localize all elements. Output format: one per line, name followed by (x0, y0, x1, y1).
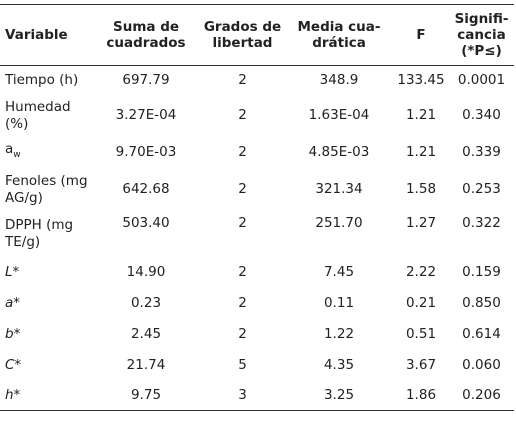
cell-variable: DPPH (mg TE/g) (5, 216, 74, 250)
cell-f: 1.58 (405, 181, 437, 197)
cell-mean: 1.63E-04 (308, 107, 370, 123)
table-row: Fenoles (mg AG/g) 642.68 2 321.34 1.58 0… (0, 169, 514, 211)
cell-mean: 0.11 (323, 294, 355, 311)
cell-sum: 503.40 (122, 214, 170, 231)
cell-sig: 0.253 (462, 181, 501, 197)
cell-sum: 9.75 (92, 380, 200, 411)
table-row: C* 21.74 5 4.35 3.67 0.060 (0, 350, 514, 381)
cell-sig: 0.0001 (457, 71, 506, 88)
cell-mean: 321.34 (315, 181, 363, 197)
cell-f: 3.67 (405, 356, 437, 373)
cell-df: 2 (238, 181, 247, 197)
header-mean-square: Media cua-drática (285, 4, 393, 66)
cell-f: 0.21 (405, 294, 437, 311)
cell-sum: 21.74 (126, 356, 166, 373)
cell-sig: 0.850 (462, 294, 501, 311)
cell-variable: b* (5, 325, 21, 342)
header-variable: Variable (0, 4, 92, 66)
cell-f: 133.45 (397, 71, 445, 88)
cell-variable: aw (0, 137, 92, 169)
cell-df: 2 (238, 71, 247, 88)
cell-df: 2 (238, 144, 247, 160)
cell-variable: h* (0, 380, 92, 411)
cell-f: 1.21 (405, 144, 437, 160)
cell-df: 2 (238, 294, 247, 311)
table-header: Variable Suma de cuadrados Grados de lib… (0, 4, 514, 66)
cell-mean: 4.85E-03 (308, 144, 370, 160)
table-row: Tiempo (h) 697.79 2 348.9 133.45 0.0001 (0, 66, 514, 95)
cell-variable: C* (5, 356, 22, 373)
cell-sum: 0.23 (130, 294, 162, 311)
cell-sig: 0.159 (462, 263, 501, 280)
cell-sig: 0.060 (462, 356, 501, 373)
cell-f: 1.27 (405, 214, 437, 231)
cell-sig: 0.614 (462, 325, 501, 342)
cell-df: 2 (238, 107, 247, 123)
table-row: aw 9.70E-03 2 4.85E-03 1.21 0.339 (0, 137, 514, 169)
cell-df: 5 (238, 356, 247, 373)
table-body: Tiempo (h) 697.79 2 348.9 133.45 0.0001 … (0, 66, 514, 411)
header-row: Variable Suma de cuadrados Grados de lib… (0, 4, 514, 66)
cell-sum: 9.70E-03 (115, 144, 177, 160)
cell-variable: Tiempo (h) (5, 71, 79, 88)
cell-variable: Humedad (%) (5, 98, 71, 132)
cell-mean: 251.70 (315, 214, 363, 231)
cell-mean: 3.25 (285, 380, 393, 411)
table-row: DPPH (mg TE/g) 503.40 2 251.70 1.27 0.32… (0, 211, 514, 257)
variable-main: a (5, 141, 14, 157)
table-row: h* 9.75 3 3.25 1.86 0.206 (0, 380, 514, 411)
cell-mean: 348.9 (319, 71, 359, 88)
cell-df: 2 (238, 325, 247, 342)
cell-f: 0.51 (405, 325, 437, 342)
cell-variable: L* (5, 263, 20, 280)
header-f: F (393, 4, 449, 66)
cell-mean: 7.45 (323, 263, 355, 280)
table-row: a* 0.23 2 0.11 0.21 0.850 (0, 288, 514, 319)
cell-sum: 2.45 (130, 325, 162, 342)
cell-sum: 14.90 (126, 263, 166, 280)
cell-mean: 1.22 (323, 325, 355, 342)
table-row: b* 2.45 2 1.22 0.51 0.614 (0, 319, 514, 350)
cell-df: 3 (200, 380, 285, 411)
header-degrees-of-freedom: Grados de libertad (200, 4, 285, 66)
cell-sig: 0.206 (449, 380, 514, 411)
cell-sig: 0.322 (462, 214, 501, 231)
cell-variable: Fenoles (mg AG/g) (5, 172, 88, 206)
header-sum-of-squares: Suma de cuadrados (92, 4, 200, 66)
cell-df: 2 (238, 214, 247, 231)
cell-df: 2 (238, 263, 247, 280)
cell-f: 1.86 (393, 380, 449, 411)
table-row: L* 14.90 2 7.45 2.22 0.159 (0, 257, 514, 288)
cell-sum: 642.68 (122, 181, 170, 197)
cell-variable: a* (5, 294, 21, 311)
variable-subscript: w (13, 150, 21, 160)
cell-f: 2.22 (405, 263, 437, 280)
cell-sum: 697.79 (122, 71, 170, 88)
cell-sig: 0.340 (462, 107, 501, 123)
header-significance: Signifi-cancia (*P≤) (449, 4, 514, 66)
table-row: Humedad (%) 3.27E-04 2 1.63E-04 1.21 0.3… (0, 95, 514, 137)
cell-f: 1.21 (405, 107, 437, 123)
cell-sum: 3.27E-04 (115, 107, 177, 123)
cell-mean: 4.35 (323, 356, 355, 373)
cell-sig: 0.339 (462, 144, 501, 160)
anova-table: Variable Suma de cuadrados Grados de lib… (0, 4, 514, 411)
